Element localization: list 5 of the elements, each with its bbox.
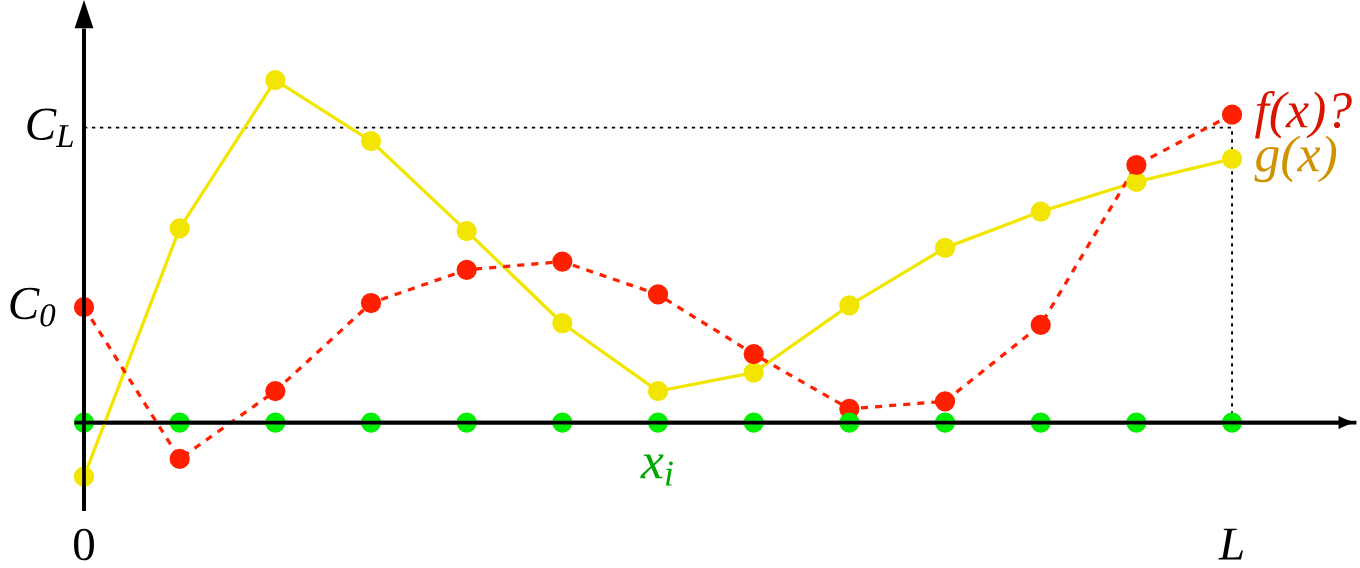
ref-line-label: C$_{L}$ (27, 108, 73, 147)
series-label: x$_{i}$ (640, 454, 673, 486)
x-tick-label: L (1218, 528, 1243, 560)
x-tick-label: 0 (74, 528, 94, 561)
annotation: C$_{0}$ (10, 287, 56, 327)
